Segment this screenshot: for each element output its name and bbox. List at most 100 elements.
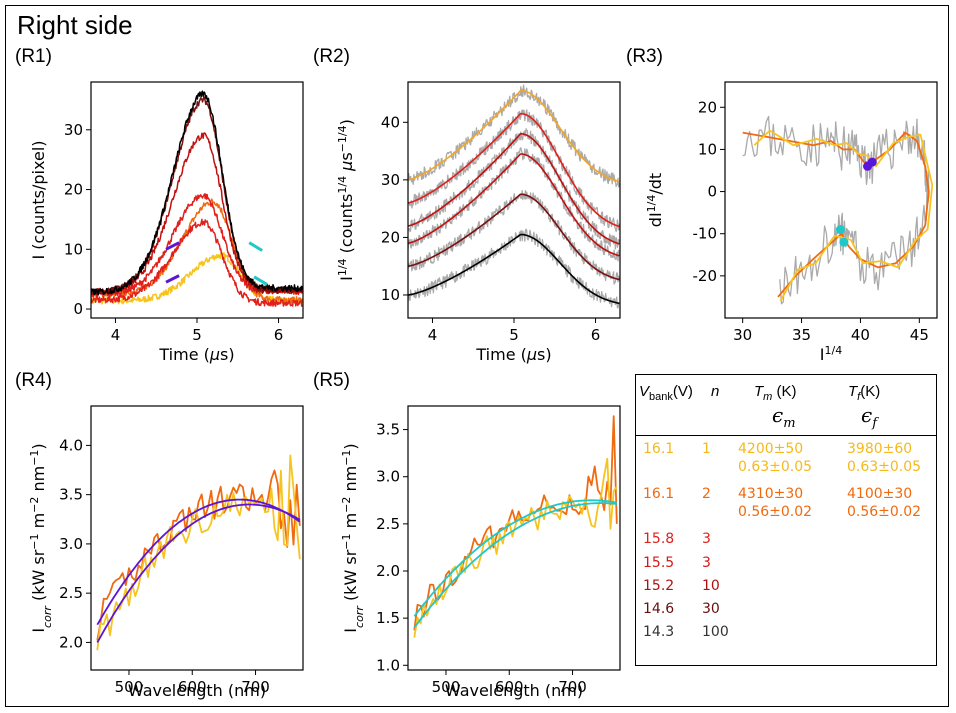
fit-line (408, 112, 620, 228)
y-tick-label: 2.0 (376, 562, 400, 580)
y-tick-label: 10 (64, 240, 83, 258)
y-axis-label: Icorr (kW sr−1 m−2 nm−1) (340, 443, 366, 632)
x-tick-label: 700 (558, 678, 587, 696)
header-vbank: Vbank(V) (639, 383, 693, 403)
figure-frame (5, 5, 949, 707)
panel-label-r1: (R1) (15, 46, 52, 67)
fit-curve (96, 498, 301, 626)
y-tick-label: 1.0 (376, 656, 400, 674)
y-tick-label: 20 (64, 181, 83, 199)
x-tick-label: 35 (792, 326, 811, 344)
x-tick-label: 500 (432, 678, 461, 696)
table-cell-vbank: 16.1 (643, 441, 675, 457)
marker-segment (253, 275, 268, 286)
x-tick-label: 45 (910, 326, 929, 344)
header-tm: Tm (K) (754, 383, 797, 403)
x-axis-label: Time (μs) (475, 345, 551, 364)
x-tick-label: 4 (111, 326, 121, 344)
y-tick-label: 30 (381, 171, 400, 189)
table-cell-eps-f: 0.56±0.02 (847, 504, 922, 520)
spectrum-line (96, 469, 301, 641)
x-tick-label: 5 (509, 326, 519, 344)
fit-line (408, 153, 620, 257)
header-n: n (711, 383, 720, 400)
x-tick-label: 30 (733, 326, 752, 344)
y-tick-label: 20 (381, 228, 400, 246)
table-cell-tm: 4200±50 (738, 441, 804, 457)
y-tick-label: 3.5 (59, 486, 83, 504)
y-tick-label: 30 (64, 121, 83, 139)
panel-label-r2: (R2) (313, 46, 350, 67)
panel-label-r4: (R4) (15, 370, 52, 391)
x-tick-label: 700 (241, 678, 270, 696)
y-tick-label: 2.5 (376, 515, 400, 533)
y-axis-label: I1/4 (counts1/4 μs−1/4) (336, 119, 357, 281)
panel-label-r3: (R3) (626, 46, 663, 67)
table-cell-n: 3 (702, 531, 711, 547)
marker-segment (165, 274, 180, 284)
fit-curve (413, 502, 617, 629)
table-cell-tm: 4310±30 (738, 486, 804, 502)
y-tick-label: 0 (707, 183, 717, 201)
table-cell-vbank: 16.1 (643, 486, 675, 502)
table-cell-n: 30 (702, 601, 720, 617)
y-tick-label: 0 (73, 300, 83, 318)
table-cell-vbank: 15.8 (643, 531, 675, 547)
x-axis-label: Time (μs) (158, 345, 234, 364)
table-cell-tf: 3980±60 (847, 441, 913, 457)
header-rule (636, 435, 936, 436)
plot-frame (90, 405, 304, 671)
table-cell-tf: 4100±30 (847, 486, 913, 502)
header-eps-m: ϵm (772, 403, 796, 431)
table-cell-n: 1 (702, 441, 711, 457)
table-cell-n: 2 (702, 486, 711, 502)
x-tick-label: 500 (115, 678, 144, 696)
fit-line (408, 193, 620, 281)
y-tick-label: 3.5 (376, 421, 400, 439)
table-cell-n: 100 (702, 624, 729, 640)
raw-data-line (408, 109, 620, 233)
x-tick-label: 600 (178, 678, 207, 696)
raw-data-line (408, 84, 620, 188)
series-line (91, 218, 303, 307)
fit-line (408, 133, 620, 245)
table-cell-eps-m: 0.63±0.05 (738, 459, 813, 475)
marker-dot (839, 237, 849, 247)
header-tf: Tf(K) (848, 383, 881, 403)
spectrum-line (413, 457, 618, 638)
x-axis-label: I1/4 (820, 344, 842, 365)
marker-dot (835, 225, 845, 234)
y-tick-label: -10 (693, 225, 718, 243)
table-cell-eps-f: 0.63±0.05 (847, 459, 922, 475)
x-tick-label: 600 (495, 678, 524, 696)
x-axis-label: Wavelength (nm) (445, 681, 583, 700)
y-axis-label: I (counts/pixel) (29, 140, 48, 259)
plot-frame (407, 405, 621, 671)
y-tick-label: 4.0 (59, 436, 83, 454)
series-line (91, 198, 303, 305)
table-cell-n: 3 (702, 555, 711, 571)
y-axis-label: Icorr (kW sr−1 m−2 nm−1) (28, 443, 54, 632)
marker-dot (867, 157, 877, 167)
raw-data-line (408, 190, 620, 285)
fit-line (408, 233, 620, 305)
x-tick-label: 5 (192, 326, 202, 344)
y-axis-label: dI1/4/dt (645, 173, 666, 227)
y-tick-label: -20 (693, 267, 718, 285)
x-tick-label: 40 (851, 326, 870, 344)
y-tick-label: 40 (381, 113, 400, 131)
fit-line (742, 131, 930, 298)
y-tick-label: 1.5 (376, 609, 400, 627)
table-cell-vbank: 14.6 (643, 601, 675, 617)
header-eps-f: ϵf (861, 403, 878, 431)
series-line (91, 193, 303, 298)
y-tick-label: 3.0 (376, 468, 400, 486)
table-cell-eps-m: 0.56±0.02 (738, 504, 813, 520)
table-cell-n: 10 (702, 578, 720, 594)
y-tick-label: 20 (698, 98, 717, 116)
table-cell-vbank: 14.3 (643, 624, 675, 640)
y-tick-label: 3.0 (59, 535, 83, 553)
series-line (91, 90, 303, 296)
fit-curve (413, 499, 617, 617)
